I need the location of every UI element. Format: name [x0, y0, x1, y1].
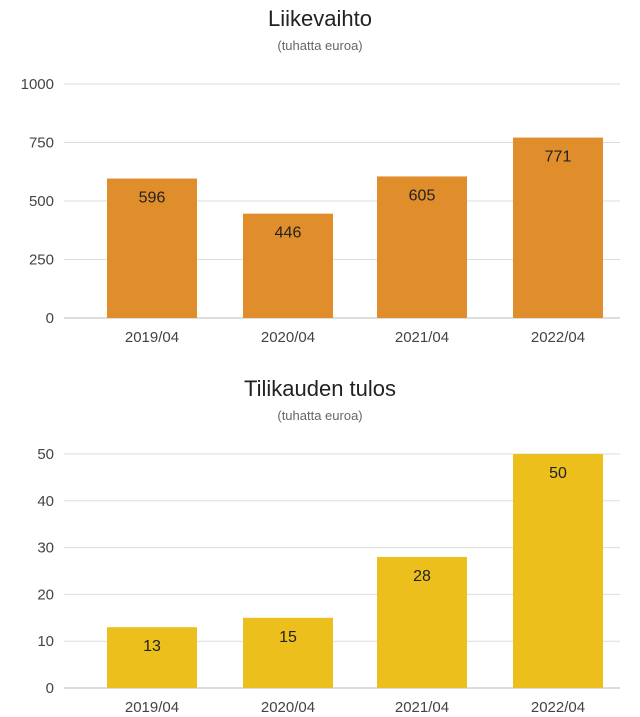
y-tick-label: 0 [46, 680, 54, 697]
y-tick-label: 50 [37, 446, 54, 463]
bar [107, 178, 197, 318]
y-tick-label: 250 [29, 252, 54, 269]
y-tick-label: 40 [37, 493, 54, 510]
x-tick-label: 2020/04 [261, 699, 315, 716]
chart-title: Tilikauden tulos [243, 376, 397, 401]
y-tick-label: 0 [46, 310, 54, 327]
profit-plot: 0 10 20 30 40 50 13 2019/04 15 2020/04 28 2021/04 50… [37, 446, 620, 716]
bar [107, 627, 197, 688]
y-tick-label: 500 [29, 193, 54, 210]
y-tick-label: 10 [37, 633, 54, 650]
bar [513, 137, 603, 318]
data-label: 13 [143, 638, 161, 655]
y-tick-label: 1000 [21, 76, 54, 93]
chart-subtitle: (tuhatta euroa) [277, 38, 363, 53]
data-label: 446 [275, 225, 302, 242]
x-tick-label: 2022/04 [531, 329, 585, 346]
data-label: 15 [279, 629, 297, 646]
y-tick-label: 30 [37, 540, 54, 557]
bar [243, 213, 333, 318]
x-tick-label: 2020/04 [261, 329, 315, 346]
x-tick-label: 2021/04 [395, 699, 449, 716]
x-tick-label: 2019/04 [125, 699, 179, 716]
bar [243, 617, 333, 688]
x-tick-label: 2022/04 [531, 699, 585, 716]
x-tick-label: 2019/04 [125, 329, 179, 346]
bar [377, 176, 467, 318]
chart-title: Liikevaihto [268, 6, 372, 31]
y-tick-label: 20 [37, 586, 54, 603]
revenue-chart: Liikevaihto (tuhatta euroa) 0 250 500 750 10… [0, 0, 640, 355]
profit-chart: Tilikauden tulos (tuhatta euroa) 0 10 20 30… [0, 360, 640, 717]
data-label: 50 [549, 465, 567, 482]
revenue-plot: 0 250 500 750 1000 596 2019/04 446 2020/04 605 202… [21, 76, 620, 346]
bar [513, 454, 603, 688]
x-tick-label: 2021/04 [395, 329, 449, 346]
data-label: 771 [545, 149, 572, 166]
data-label: 28 [413, 568, 431, 585]
y-tick-label: 750 [29, 135, 54, 152]
data-label: 605 [409, 187, 436, 204]
data-label: 596 [139, 190, 166, 207]
chart-subtitle: (tuhatta euroa) [277, 408, 363, 423]
bar [377, 556, 467, 688]
